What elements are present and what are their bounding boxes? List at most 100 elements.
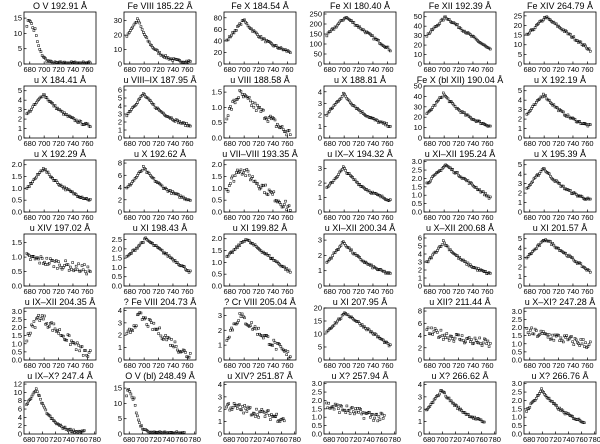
data-point — [27, 254, 31, 257]
data-point — [331, 405, 335, 408]
data-point — [38, 48, 42, 51]
data-point — [452, 340, 456, 343]
x-tick-label: 700 — [138, 361, 151, 370]
x-tick-label: 680 — [424, 213, 437, 222]
data-point — [272, 338, 276, 342]
data-point — [487, 345, 491, 348]
x-tick-label: 760 — [175, 435, 188, 444]
x-tick-label: 740 — [167, 65, 180, 74]
data-point — [64, 259, 67, 263]
data-point — [372, 419, 375, 422]
data-point — [486, 194, 490, 198]
data-point — [582, 421, 586, 424]
data-point — [360, 110, 364, 113]
data-point — [462, 338, 465, 342]
x-tick-label: 740 — [367, 213, 380, 222]
data-point — [62, 334, 65, 338]
x-tick-label: 680 — [123, 435, 136, 444]
x-tick-label: 720 — [352, 361, 365, 370]
data-point — [143, 93, 146, 96]
x-tick-label: 720 — [249, 435, 262, 444]
y-tick-label: 2 — [418, 405, 422, 414]
data-point — [137, 19, 140, 23]
y-tick-label: 0 — [218, 356, 222, 365]
y-tick-label: 0 — [518, 282, 522, 291]
y-tick-label: 1 — [118, 126, 122, 135]
panel-title: u X? 266.62 Å — [431, 371, 488, 381]
data-point — [76, 268, 79, 272]
data-point — [350, 248, 353, 252]
data-point — [348, 412, 352, 415]
data-point — [35, 34, 38, 37]
data-point — [173, 259, 177, 262]
data-point — [571, 340, 574, 343]
data-point — [269, 418, 272, 421]
data-point — [130, 395, 134, 399]
data-point — [74, 348, 78, 352]
data-point — [287, 129, 291, 132]
y-tick-label: 0.0 — [12, 282, 22, 291]
x-tick-label: 740 — [167, 213, 180, 222]
data-point — [478, 188, 481, 191]
plot-frame — [223, 307, 297, 361]
y-tick-label: 4 — [18, 413, 22, 422]
x-tick-label: 720 — [352, 287, 365, 296]
data-point — [51, 102, 54, 105]
plot-frame — [423, 159, 497, 213]
y-tick-label: 0 — [18, 134, 22, 143]
data-point — [71, 261, 74, 264]
data-point — [72, 117, 76, 120]
data-point — [375, 412, 379, 416]
y-tick-label: 3.0 — [412, 157, 422, 166]
y-tick-label: 0.0 — [112, 282, 122, 291]
data-point — [140, 168, 144, 172]
data-point — [287, 204, 291, 207]
x-tick-label: 740 — [567, 361, 580, 370]
data-point — [274, 125, 278, 128]
x-tick-label: 680 — [323, 435, 336, 444]
x-tick-label: 700 — [338, 65, 351, 74]
data-point — [25, 25, 29, 28]
data-point — [185, 122, 188, 125]
y-tick-label: 2 — [318, 179, 322, 188]
data-point — [337, 248, 340, 251]
data-point — [256, 103, 259, 107]
data-point — [253, 325, 257, 328]
y-tick-label: 6 — [418, 319, 422, 328]
plot-frame — [23, 11, 97, 65]
y-tick-label: 0 — [318, 208, 322, 217]
x-tick-label: 740 — [262, 435, 275, 444]
data-point — [244, 407, 248, 410]
data-point — [359, 408, 363, 411]
y-tick-label: 5 — [518, 160, 522, 169]
data-point — [255, 407, 258, 411]
y-tick-label: 3.0 — [312, 379, 322, 388]
x-tick-label: 740 — [467, 361, 480, 370]
data-point — [347, 408, 351, 412]
plot-frame — [423, 381, 497, 435]
data-point — [543, 167, 546, 171]
panel-13: u X 192.29 Å 680 700 720 740 760 0.0 0.5 1.0 1.5 2… — [12, 149, 97, 222]
data-point — [188, 199, 192, 202]
panel-title: u VII–VIII 193.35 Å — [222, 149, 298, 159]
data-point — [533, 103, 537, 106]
x-tick-label: 760 — [181, 287, 194, 296]
y-tick-label: 2.5 — [412, 166, 422, 175]
data-point — [426, 260, 430, 264]
data-point — [38, 261, 42, 265]
x-tick-label: 720 — [549, 435, 562, 444]
data-point — [443, 241, 446, 245]
y-tick-label: 0 — [518, 208, 522, 217]
data-point — [63, 425, 67, 429]
data-point — [44, 408, 48, 412]
data-point — [35, 175, 38, 179]
y-tick-label: 0 — [118, 60, 122, 69]
data-point — [136, 174, 139, 177]
data-point — [125, 394, 128, 398]
x-tick-label: 720 — [52, 65, 65, 74]
data-point — [136, 246, 139, 250]
data-point — [36, 390, 39, 393]
panel-title: Fe X 184.54 Å — [231, 1, 289, 11]
